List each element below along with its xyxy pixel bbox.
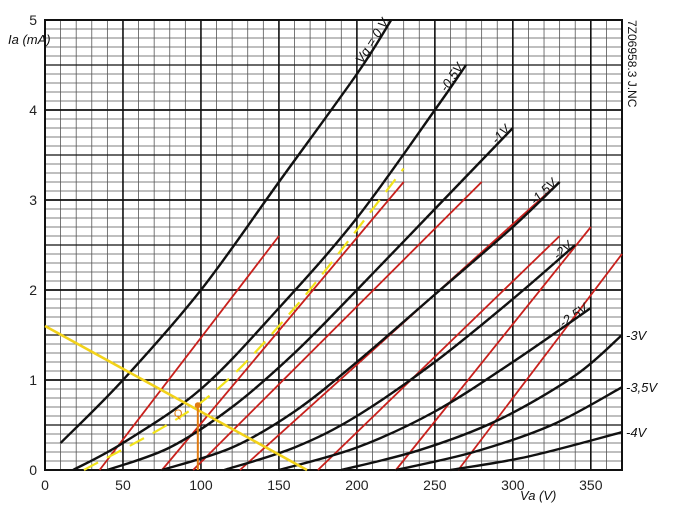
- y-tick-label: 0: [29, 462, 37, 478]
- y-tick-label: 1: [29, 372, 37, 388]
- plate-curve: [59, 19, 393, 444]
- plate-curve: [450, 431, 623, 472]
- plate-curve: [106, 127, 514, 472]
- x-tick-label: 100: [189, 477, 213, 493]
- x-tick-label: 200: [345, 477, 369, 493]
- plate-curve: [161, 181, 561, 472]
- q-point-label: Q: [174, 408, 183, 420]
- y-tick-label: 2: [29, 282, 37, 298]
- plate-curves: [59, 19, 623, 472]
- x-tick-label: 300: [501, 477, 525, 493]
- axis-ticks: 0 50 100 150 200 250 300 350 0 1 2 3 4 5: [29, 12, 603, 493]
- x-tick-label: 250: [423, 477, 447, 493]
- x-tick-label: 0: [41, 477, 49, 493]
- red-reference-line: [457, 253, 623, 471]
- plate-curve: [223, 244, 577, 472]
- x-tick-label: 50: [115, 477, 131, 493]
- curve-label: -1V: [488, 121, 514, 147]
- y-tick-label: 3: [29, 192, 37, 208]
- y-tick-label: 5: [29, 12, 37, 28]
- x-axis-label: Va (V): [520, 488, 556, 503]
- curve-label: -3V: [626, 328, 648, 343]
- red-reference-line: [192, 181, 483, 471]
- curve-label: -3,5V: [626, 380, 658, 395]
- plate-curve: [395, 386, 623, 472]
- plot-frame: [44, 19, 623, 471]
- curve-label: -0.5V: [436, 59, 467, 94]
- plate-curve: [278, 307, 592, 472]
- figure-code: 7Z06958.3 J.NC: [625, 20, 639, 108]
- y-tick-label: 4: [29, 102, 37, 118]
- plate-curve: [341, 334, 623, 472]
- dashed-bias-curve: [83, 167, 405, 471]
- red-reference-line: [98, 235, 280, 471]
- major-grid: [44, 19, 623, 471]
- load-line-overlay: Q: [44, 167, 405, 472]
- red-reference-line: [317, 235, 561, 471]
- x-tick-label: 150: [267, 477, 291, 493]
- plate-curve: [72, 64, 468, 472]
- q-point: [194, 402, 201, 409]
- load-line: [44, 324, 308, 472]
- curve-label: -2.5V: [556, 299, 591, 330]
- y-axis-label: Ia (mA): [8, 32, 51, 47]
- red-reference-line: [395, 226, 592, 471]
- curve-label: -4V: [626, 425, 648, 440]
- red-reference-line: [161, 181, 405, 471]
- x-tick-label: 350: [579, 477, 603, 493]
